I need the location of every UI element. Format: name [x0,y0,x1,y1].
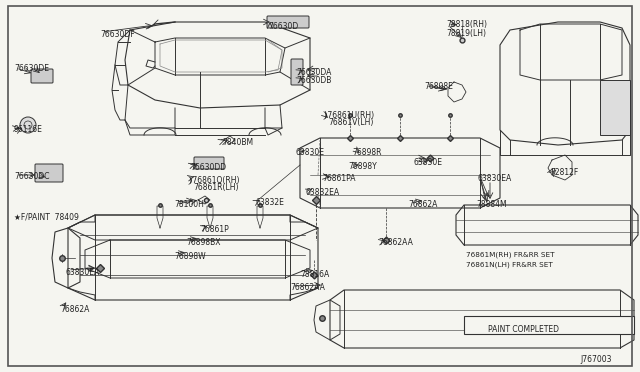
Text: 76630DC: 76630DC [14,172,49,181]
Text: ★F/PAINT  78409: ★F/PAINT 78409 [14,213,79,222]
Text: 63832EA: 63832EA [305,188,339,197]
Text: ❩76861U(RH): ❩76861U(RH) [322,110,375,119]
Text: 78819(LH): 78819(LH) [446,29,486,38]
Text: 76630DA: 76630DA [296,68,332,77]
Text: 76630DD: 76630DD [190,163,226,172]
Text: 96116E: 96116E [14,125,43,134]
Text: 78816A: 78816A [300,270,329,279]
Bar [600,80,630,135]
Text: 76898BX: 76898BX [186,238,221,247]
Bar [464,316,634,334]
Text: 76861N(LH) FR&RR SET: 76861N(LH) FR&RR SET [466,261,553,267]
FancyBboxPatch shape [194,157,224,169]
Text: 76862A: 76862A [60,305,90,314]
Text: 76861M(RH) FR&RR SET: 76861M(RH) FR&RR SET [466,252,554,259]
Text: PAINT COMPLETED: PAINT COMPLETED [488,325,559,334]
Text: 7840BM: 7840BM [222,138,253,147]
Text: 76861PA: 76861PA [322,174,355,183]
Text: 72812F: 72812F [550,168,579,177]
FancyBboxPatch shape [35,164,63,182]
Text: 76630DB: 76630DB [296,76,332,85]
FancyBboxPatch shape [31,69,53,83]
Text: 76630DF: 76630DF [100,30,134,39]
Text: 76862AA: 76862AA [290,283,325,292]
Text: 78884M: 78884M [476,200,507,209]
Text: 78818(RH): 78818(RH) [446,20,487,29]
Text: 63832E: 63832E [256,198,285,207]
Text: 76630D: 76630D [268,22,298,31]
Text: J767003: J767003 [580,355,611,364]
Text: 63830EA: 63830EA [66,268,100,277]
Text: 76898R: 76898R [352,148,381,157]
Text: 76861R(LH): 76861R(LH) [193,183,239,192]
Text: 63830E: 63830E [414,158,443,167]
Text: 76861P: 76861P [200,225,228,234]
Text: 76862A: 76862A [408,200,437,209]
Text: 76898W: 76898W [174,252,205,261]
Text: 76862AA: 76862AA [378,238,413,247]
Text: 78100H: 78100H [174,200,204,209]
Text: ❩76861Q(RH): ❩76861Q(RH) [187,175,241,184]
Text: 76861V(LH): 76861V(LH) [328,118,373,127]
Circle shape [20,117,36,133]
FancyBboxPatch shape [291,59,303,85]
Text: 76808E: 76808E [424,82,453,91]
Text: 76898Y: 76898Y [348,162,377,171]
Text: 63830EA: 63830EA [478,174,512,183]
FancyBboxPatch shape [267,16,309,28]
Text: 76630DE: 76630DE [14,64,49,73]
Text: 63830E: 63830E [295,148,324,157]
